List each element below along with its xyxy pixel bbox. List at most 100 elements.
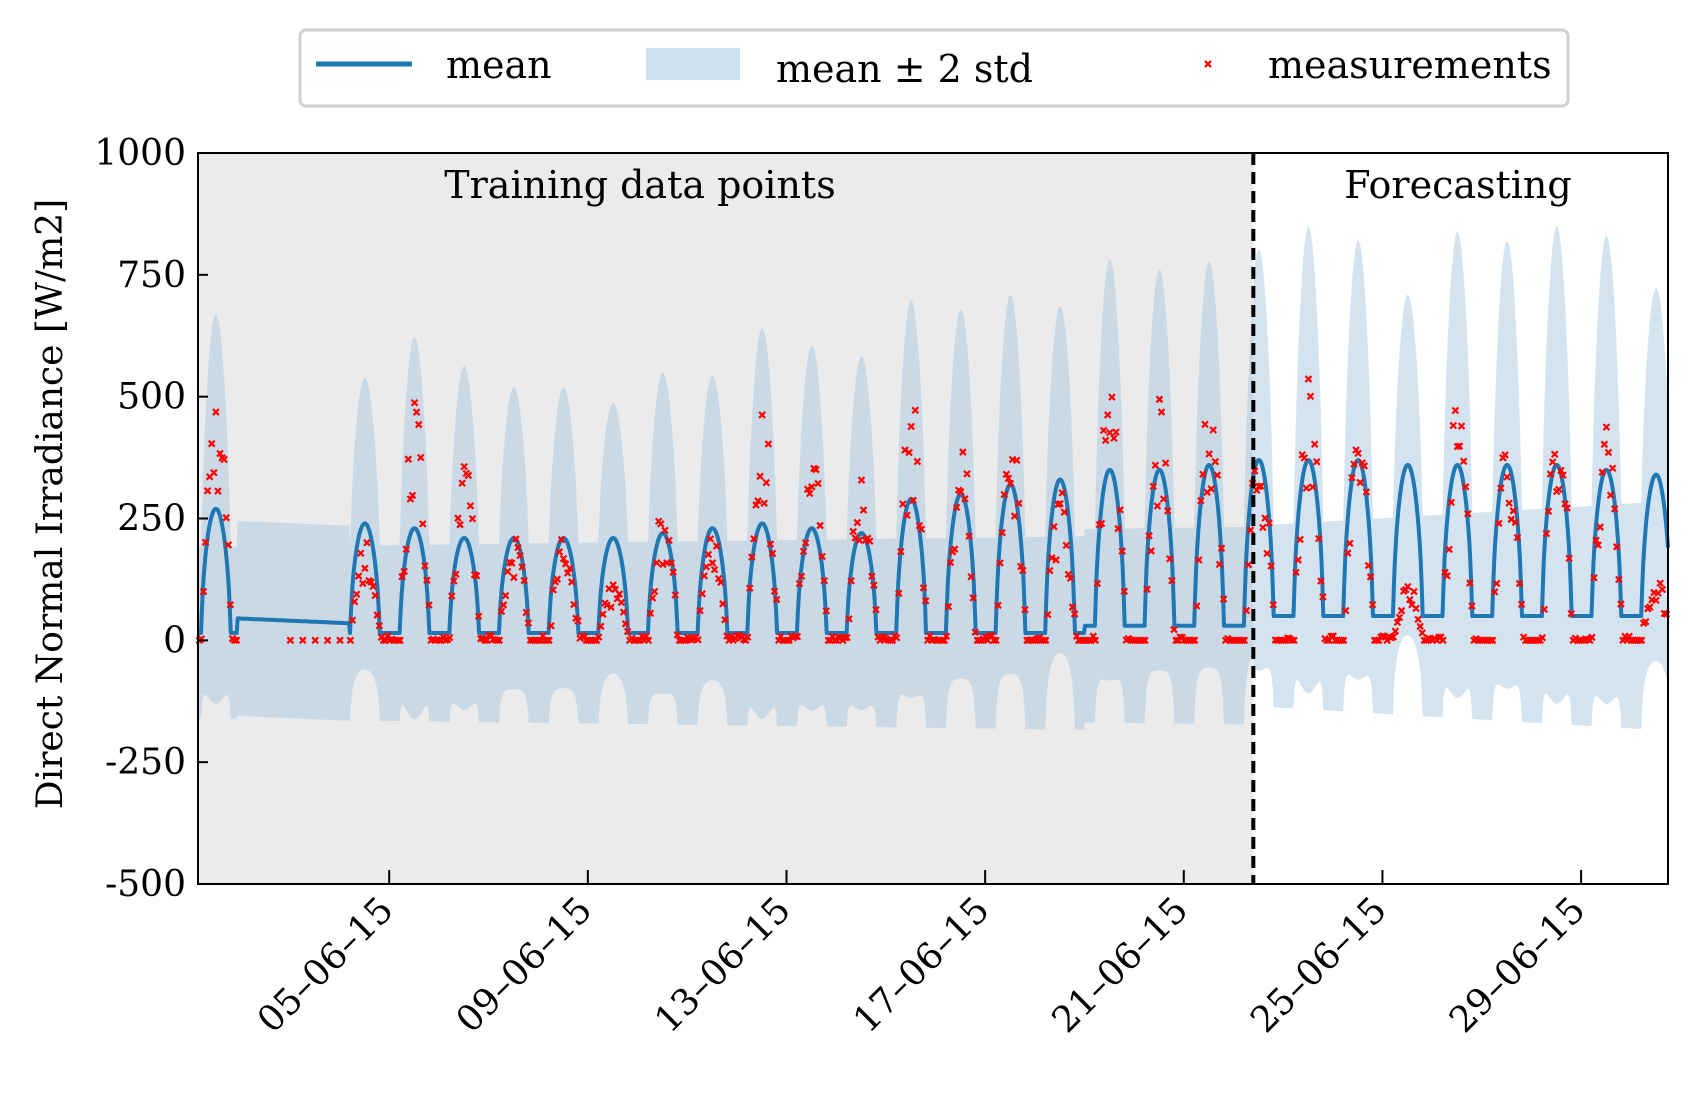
measurement-point bbox=[652, 558, 661, 567]
measurement-point bbox=[1594, 541, 1602, 549]
y-tick-label: 750 bbox=[117, 255, 186, 296]
measurement-point bbox=[1014, 499, 1023, 508]
measurement-point bbox=[1397, 606, 1406, 615]
measurement-point bbox=[207, 439, 216, 448]
measurement-point bbox=[768, 549, 777, 558]
measurement-point bbox=[754, 497, 762, 505]
measurement-point bbox=[1246, 526, 1255, 534]
measurement-point bbox=[402, 545, 411, 553]
measurement-point bbox=[1445, 545, 1453, 554]
measurement-point bbox=[1360, 462, 1369, 470]
measurement-point bbox=[1391, 627, 1400, 635]
measurement-point bbox=[700, 572, 709, 580]
measurement-point bbox=[1439, 636, 1447, 645]
measurement-point bbox=[665, 536, 673, 545]
measurement-point bbox=[1103, 411, 1112, 419]
measurement-point bbox=[1091, 636, 1100, 645]
measurement-point bbox=[1555, 485, 1563, 494]
measurement-point bbox=[547, 622, 555, 630]
y-axis-label: Direct Normal Irradiance [W/m2] bbox=[30, 199, 71, 809]
measurement-point bbox=[408, 491, 417, 500]
measurement-point bbox=[1199, 470, 1207, 479]
measurement-point bbox=[1612, 543, 1621, 551]
measurement-point bbox=[998, 528, 1006, 537]
measurement-point bbox=[1207, 485, 1215, 493]
legend-band-label: mean ± 2 std bbox=[776, 47, 1033, 91]
measurement-point bbox=[1383, 636, 1391, 645]
measurement-point bbox=[814, 479, 822, 488]
measurement-point bbox=[565, 564, 574, 573]
measurement-point bbox=[1501, 451, 1509, 459]
measurement-point bbox=[1215, 560, 1224, 569]
measurement-point bbox=[311, 636, 319, 645]
measurement-point bbox=[201, 538, 210, 547]
measurement-point bbox=[1350, 460, 1358, 468]
x-tick-label: 29–06–15 bbox=[1442, 889, 1594, 1041]
measurement-point bbox=[493, 636, 502, 645]
measurement-point bbox=[1492, 579, 1501, 588]
measurement-point bbox=[1364, 561, 1373, 570]
legend-mean-label: mean bbox=[446, 43, 552, 87]
measurement-point bbox=[1052, 556, 1060, 564]
measurement-point bbox=[369, 582, 377, 591]
x-tick-label: 25–06–15 bbox=[1243, 889, 1395, 1041]
measurement-point bbox=[669, 568, 677, 576]
measurement-point bbox=[859, 506, 868, 514]
measurement-point bbox=[522, 608, 531, 617]
measurement-point bbox=[851, 534, 860, 542]
legend-measurements-label: measurements bbox=[1268, 43, 1552, 87]
measurement-point bbox=[394, 636, 402, 645]
measurement-point bbox=[1602, 423, 1611, 431]
measurement-point bbox=[510, 573, 518, 582]
measurement-point bbox=[1294, 556, 1302, 564]
measurement-point bbox=[752, 501, 760, 509]
measurement-point bbox=[1068, 603, 1077, 611]
measurement-point bbox=[909, 496, 917, 505]
measurement-point bbox=[1066, 574, 1075, 583]
measurement-point bbox=[596, 622, 605, 631]
measurement-point bbox=[905, 448, 913, 457]
measurement-point bbox=[623, 627, 632, 636]
measurement-point bbox=[1308, 483, 1317, 491]
measurement-point bbox=[897, 547, 905, 556]
measurement-point bbox=[464, 471, 473, 480]
measurement-point bbox=[797, 572, 806, 581]
measurement-point bbox=[1656, 579, 1664, 588]
measurement-point bbox=[371, 591, 379, 600]
measurement-point bbox=[1652, 596, 1660, 605]
forecast-label: Forecasting bbox=[1344, 163, 1571, 207]
measurement-point bbox=[1393, 618, 1402, 627]
measurement-point bbox=[1145, 531, 1153, 540]
measurement-point bbox=[1168, 576, 1176, 585]
measurement-point bbox=[1517, 600, 1526, 609]
measurement-point bbox=[803, 485, 812, 493]
measurement-point bbox=[503, 567, 512, 576]
measurement-point bbox=[1192, 602, 1201, 610]
measurement-point bbox=[1559, 471, 1567, 479]
measurement-point bbox=[1598, 468, 1607, 476]
std-band-training bbox=[198, 258, 1254, 730]
measurement-point bbox=[1617, 600, 1625, 608]
measurement-point bbox=[445, 633, 454, 642]
measurement-point bbox=[721, 616, 729, 624]
measurement-point bbox=[396, 636, 404, 645]
measurement-point bbox=[762, 478, 771, 487]
measurement-point bbox=[1058, 489, 1066, 497]
measurement-point bbox=[1093, 579, 1102, 588]
measurement-point bbox=[375, 621, 384, 630]
measurement-point bbox=[1213, 471, 1222, 479]
measurement-point bbox=[661, 526, 669, 535]
measurement-point bbox=[1420, 636, 1429, 645]
measurement-point bbox=[1606, 491, 1615, 499]
measurements-group bbox=[195, 375, 1671, 645]
measurement-point bbox=[1542, 529, 1551, 538]
measurement-point bbox=[1366, 573, 1375, 581]
measurement-point bbox=[499, 601, 508, 609]
measurement-point bbox=[1443, 572, 1451, 580]
measurement-point bbox=[855, 536, 864, 545]
measurement-point bbox=[1389, 633, 1398, 641]
measurement-point bbox=[468, 514, 477, 523]
measurement-point bbox=[1205, 450, 1213, 458]
measurement-point bbox=[1019, 566, 1027, 575]
measurement-point bbox=[1139, 636, 1147, 645]
